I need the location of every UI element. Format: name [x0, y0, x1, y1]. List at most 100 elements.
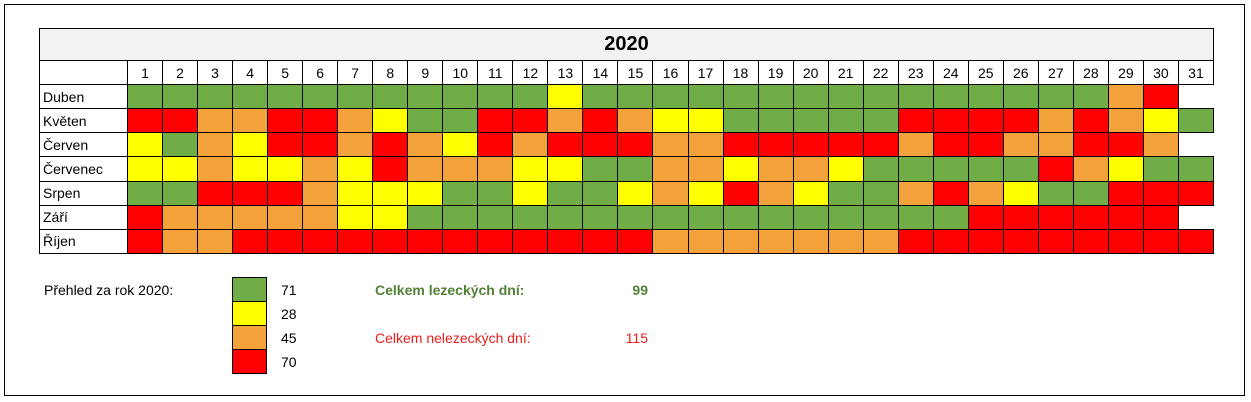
day-cell — [1037, 108, 1074, 134]
day-cell — [267, 108, 304, 134]
legend-count: 70 — [281, 354, 297, 370]
legend-swatch — [232, 325, 267, 350]
day-header: 26 — [1002, 60, 1039, 85]
day-cell — [197, 156, 234, 182]
day-cell — [302, 84, 339, 110]
day-cell — [162, 204, 199, 230]
day-cell — [1177, 108, 1214, 134]
day-cell — [127, 228, 164, 255]
day-cell — [757, 228, 794, 255]
day-cell — [687, 204, 724, 230]
day-cell — [337, 84, 374, 110]
day-cell — [792, 108, 829, 134]
day-cell — [512, 108, 549, 134]
day-cell — [162, 108, 199, 134]
day-header: 30 — [1142, 60, 1179, 85]
day-cell — [932, 108, 969, 134]
day-cell — [232, 156, 269, 182]
day-cell — [372, 156, 409, 182]
day-cell — [197, 108, 234, 134]
day-cell — [1002, 204, 1039, 230]
day-cell — [407, 228, 444, 255]
day-header: 7 — [337, 60, 374, 85]
day-cell — [687, 180, 724, 206]
day-cell — [827, 156, 864, 182]
frame — [4, 4, 1245, 396]
day-cell — [442, 132, 479, 158]
day-header: 21 — [827, 60, 864, 85]
day-cell — [547, 204, 584, 230]
month-name: Srpen — [39, 180, 128, 206]
day-cell — [232, 108, 269, 134]
day-cell — [442, 180, 479, 206]
day-cell — [827, 204, 864, 230]
day-cell — [617, 132, 654, 158]
day-cell — [897, 132, 934, 158]
day-cell — [827, 108, 864, 134]
day-cell — [232, 180, 269, 206]
total-label: Celkem lezeckých dní: — [375, 282, 525, 298]
day-cell — [722, 180, 759, 206]
day-cell — [652, 228, 689, 255]
day-cell — [1107, 108, 1144, 134]
day-cell — [162, 84, 199, 110]
day-cell — [932, 204, 969, 230]
day-cell — [512, 180, 549, 206]
day-cell — [337, 156, 374, 182]
day-cell — [407, 180, 444, 206]
legend-swatch — [232, 301, 267, 326]
total-value: 99 — [632, 282, 648, 298]
day-cell — [1107, 132, 1144, 158]
day-cell — [862, 132, 899, 158]
day-cell — [652, 156, 689, 182]
day-cell — [1142, 204, 1179, 230]
day-cell — [617, 108, 654, 134]
day-cell — [827, 180, 864, 206]
day-cell — [652, 180, 689, 206]
day-header: 22 — [862, 60, 899, 85]
day-cell — [442, 84, 479, 110]
day-cell — [162, 228, 199, 255]
day-cell — [1072, 204, 1109, 230]
legend-count: 45 — [281, 330, 297, 346]
day-cell — [197, 132, 234, 158]
day-cell — [442, 156, 479, 182]
day-cell — [407, 156, 444, 182]
day-header: 9 — [407, 60, 444, 85]
day-cell — [232, 204, 269, 230]
day-cell — [722, 132, 759, 158]
day-cell — [477, 204, 514, 230]
day-cell — [302, 204, 339, 230]
day-cell — [337, 180, 374, 206]
day-cell — [1002, 132, 1039, 158]
day-cell — [757, 84, 794, 110]
day-cell — [897, 156, 934, 182]
day-cell — [897, 228, 934, 255]
day-cell — [442, 108, 479, 134]
month-name: Červen — [39, 132, 128, 158]
day-cell — [967, 204, 1004, 230]
day-cell — [267, 84, 304, 110]
day-header: 5 — [267, 60, 304, 85]
day-cell — [1072, 108, 1109, 134]
month-name: Září — [39, 204, 128, 230]
day-cell — [897, 180, 934, 206]
day-cell — [582, 108, 619, 134]
day-header: 19 — [757, 60, 794, 85]
day-header: 28 — [1072, 60, 1109, 85]
day-cell — [1107, 204, 1144, 230]
day-cell — [757, 156, 794, 182]
day-cell — [1142, 180, 1179, 206]
day-header: 3 — [197, 60, 234, 85]
day-cell — [1072, 84, 1109, 110]
day-cell — [477, 156, 514, 182]
day-cell — [512, 84, 549, 110]
day-cell — [582, 204, 619, 230]
day-header: 4 — [232, 60, 269, 85]
total-label: Celkem nelezeckých dní: — [375, 330, 531, 346]
day-cell — [1002, 84, 1039, 110]
legend-count: 71 — [281, 282, 297, 298]
day-header: 10 — [442, 60, 479, 85]
day-cell — [652, 84, 689, 110]
